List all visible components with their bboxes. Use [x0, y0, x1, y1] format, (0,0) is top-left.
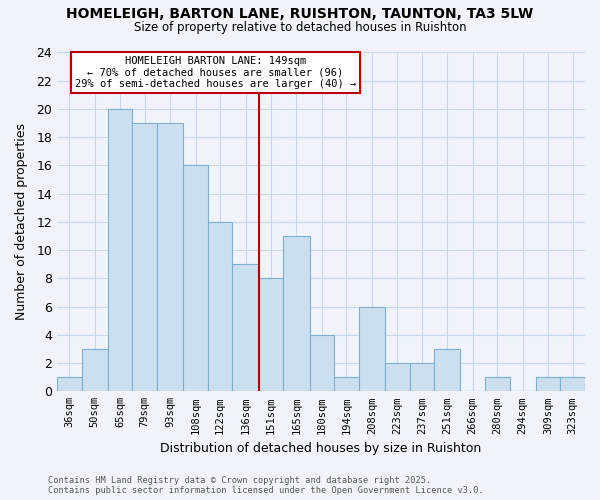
Bar	[334, 377, 359, 392]
Bar	[283, 236, 310, 392]
Bar	[82, 349, 108, 392]
Bar	[410, 363, 434, 392]
Text: Contains HM Land Registry data © Crown copyright and database right 2025.
Contai: Contains HM Land Registry data © Crown c…	[48, 476, 484, 495]
Text: HOMELEIGH, BARTON LANE, RUISHTON, TAUNTON, TA3 5LW: HOMELEIGH, BARTON LANE, RUISHTON, TAUNTO…	[67, 8, 533, 22]
Bar	[208, 222, 232, 392]
Text: HOMELEIGH BARTON LANE: 149sqm
← 70% of detached houses are smaller (96)
29% of s: HOMELEIGH BARTON LANE: 149sqm ← 70% of d…	[75, 56, 356, 89]
Bar	[57, 377, 82, 392]
Bar	[560, 377, 585, 392]
Bar	[157, 123, 184, 392]
Bar	[310, 335, 334, 392]
Bar	[485, 377, 509, 392]
Bar	[359, 306, 385, 392]
Bar	[434, 349, 460, 392]
Bar	[133, 123, 157, 392]
X-axis label: Distribution of detached houses by size in Ruishton: Distribution of detached houses by size …	[160, 442, 482, 455]
Text: Size of property relative to detached houses in Ruishton: Size of property relative to detached ho…	[134, 21, 466, 34]
Bar	[385, 363, 410, 392]
Bar	[108, 109, 133, 392]
Bar	[184, 166, 208, 392]
Bar	[232, 264, 259, 392]
Bar	[536, 377, 560, 392]
Y-axis label: Number of detached properties: Number of detached properties	[15, 124, 28, 320]
Bar	[259, 278, 283, 392]
